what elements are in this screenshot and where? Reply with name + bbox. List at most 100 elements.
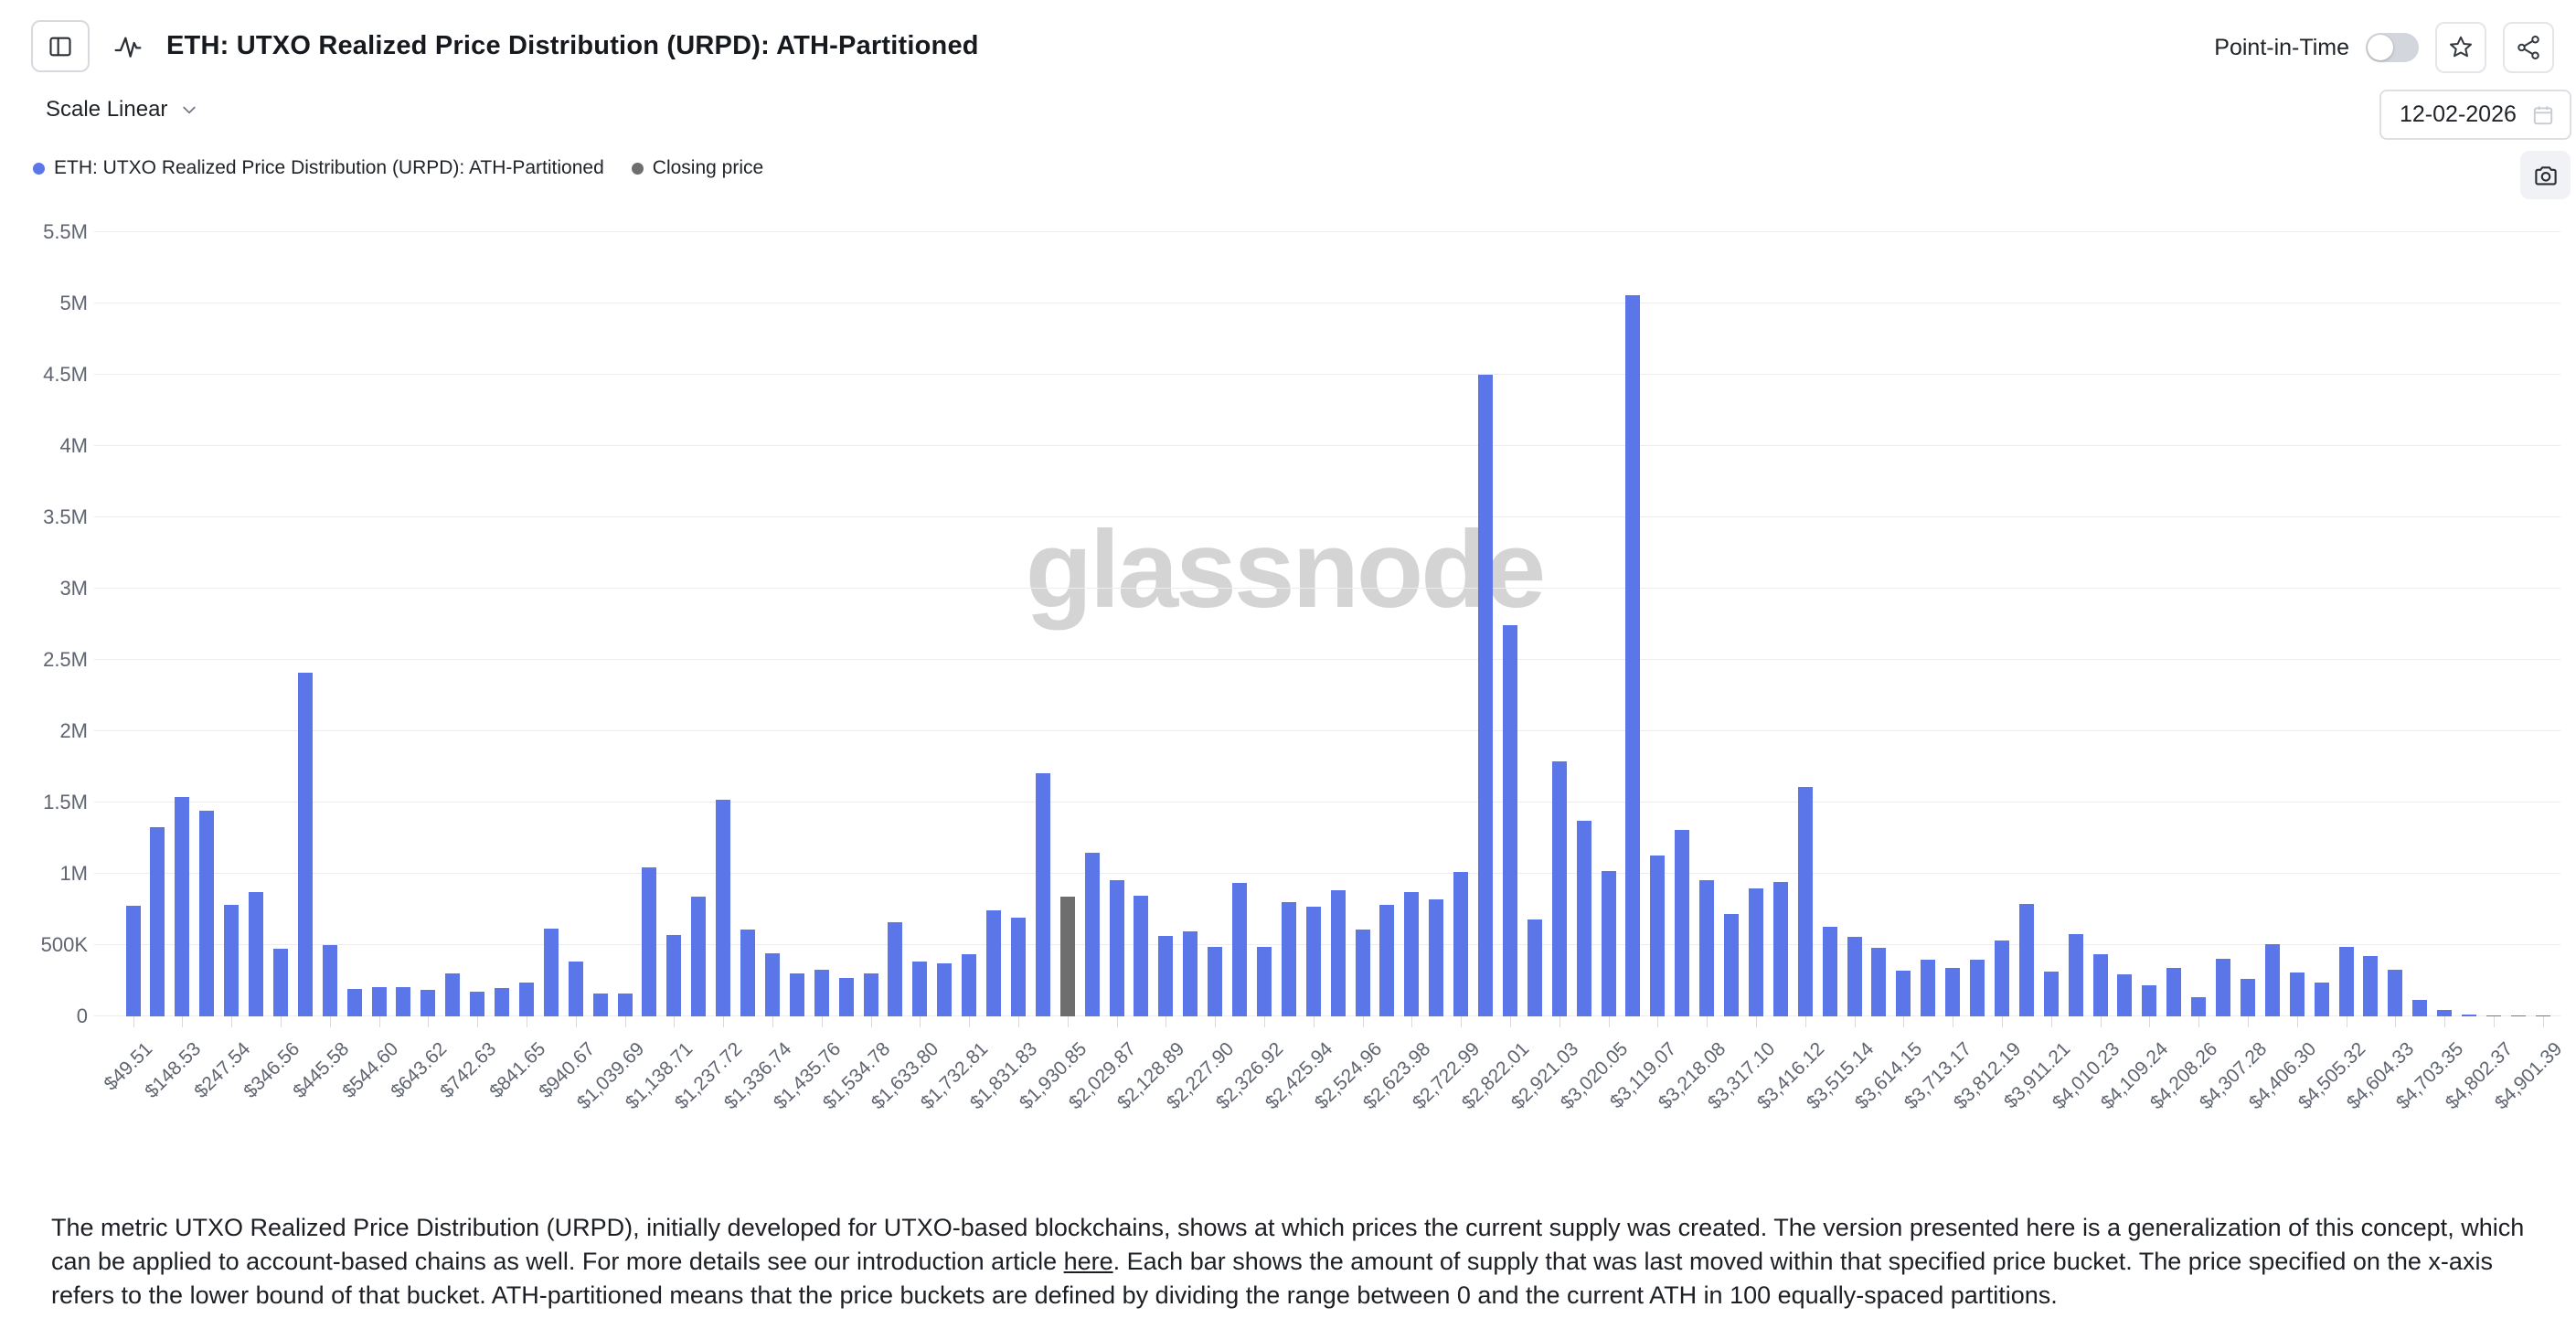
chevron-down-icon — [180, 101, 198, 119]
supply-bar — [1871, 948, 1887, 1016]
x-axis-tick — [772, 1016, 773, 1027]
y-axis-tick-label: 2.5M — [43, 648, 88, 671]
supply-bar — [445, 973, 461, 1016]
supply-bar — [1847, 937, 1862, 1016]
supply-bar — [2166, 968, 2182, 1016]
supply-bar — [2314, 983, 2329, 1016]
supply-bar — [1429, 899, 1444, 1016]
supply-bar — [1330, 890, 1346, 1016]
supply-bar — [1896, 971, 1911, 1016]
x-axis-tick — [1461, 1016, 1463, 1027]
y-axis-tick-label: 1.5M — [43, 791, 88, 813]
supply-bar — [1724, 914, 1739, 1016]
gridline — [94, 588, 2560, 589]
supply-bar — [2068, 934, 2083, 1016]
x-axis-tick — [1657, 1016, 1659, 1027]
sidebar-toggle-button[interactable] — [31, 20, 90, 72]
legend-dot-closing-price — [631, 162, 644, 175]
x-axis-tick — [477, 1016, 479, 1027]
supply-bar — [1355, 930, 1370, 1016]
supply-bar — [962, 954, 977, 1016]
supply-bar — [1625, 295, 1641, 1016]
supply-bar — [1822, 927, 1837, 1016]
supply-bar — [1478, 375, 1493, 1016]
point-in-time-toggle[interactable] — [2366, 33, 2419, 62]
gridline — [94, 944, 2560, 945]
share-button[interactable] — [2503, 22, 2554, 73]
y-axis-tick-label: 1M — [59, 862, 88, 885]
x-axis-tick — [969, 1016, 971, 1027]
x-axis-tick — [2001, 1016, 2003, 1027]
legend-item-closing-price[interactable]: Closing price — [631, 157, 763, 179]
y-axis-tick-label: 4.5M — [43, 363, 88, 386]
x-axis-tick — [280, 1016, 282, 1027]
gridline — [94, 730, 2560, 731]
x-axis-tick — [2100, 1016, 2102, 1027]
x-axis-tick — [1509, 1016, 1511, 1027]
x-axis-tick — [2296, 1016, 2298, 1027]
supply-bar — [2191, 997, 2207, 1016]
x-axis-tick — [1313, 1016, 1315, 1027]
x-axis-tick — [182, 1016, 184, 1027]
supply-bar — [2018, 904, 2034, 1016]
x-axis-tick — [920, 1016, 921, 1027]
point-in-time-label: Point-in-Time — [2214, 34, 2349, 60]
x-axis-tick — [1411, 1016, 1413, 1027]
x-axis-tick — [1263, 1016, 1265, 1027]
supply-bar — [2289, 973, 2305, 1016]
scale-dropdown[interactable]: Scale Linear — [46, 97, 198, 122]
supply-bar — [297, 673, 313, 1016]
introduction-article-link[interactable]: here — [1063, 1248, 1113, 1275]
supply-bar — [125, 906, 141, 1016]
supply-bar — [1748, 888, 1763, 1016]
description-text-1: The metric UTXO Realized Price Distribut… — [51, 1214, 2525, 1275]
supply-bar — [1527, 919, 1542, 1016]
x-axis-tick — [2050, 1016, 2052, 1027]
legend-label-urpd: ETH: UTXO Realized Price Distribution (U… — [54, 157, 604, 178]
x-axis-tick — [2198, 1016, 2200, 1027]
supply-bar — [272, 949, 288, 1016]
supply-bar — [2240, 979, 2255, 1016]
supply-bar — [1183, 931, 1198, 1016]
supply-bar — [2535, 1015, 2550, 1016]
supply-bar — [2462, 1015, 2476, 1016]
screenshot-button[interactable] — [2520, 151, 2571, 199]
supply-bar — [2216, 959, 2230, 1016]
x-axis-tick — [1707, 1016, 1708, 1027]
supply-bar — [518, 983, 534, 1016]
x-axis-tick — [231, 1016, 233, 1027]
supply-bar — [1576, 821, 1591, 1016]
supply-bar — [346, 989, 362, 1016]
sidebar-panel-icon — [48, 34, 73, 59]
supply-bar — [1699, 880, 1715, 1016]
supply-bar — [838, 978, 854, 1016]
supply-bar — [1551, 761, 1567, 1016]
date-input[interactable]: 12-02-2026 — [2379, 90, 2571, 140]
x-axis-tick — [575, 1016, 577, 1027]
supply-bar — [912, 962, 928, 1016]
metric-description: The metric UTXO Realized Price Distribut… — [51, 1211, 2530, 1313]
supply-bar — [1158, 936, 1174, 1016]
supply-bar — [420, 990, 436, 1016]
supply-bar — [642, 867, 657, 1016]
supply-bar — [1035, 773, 1050, 1016]
supply-bar — [888, 922, 903, 1016]
camera-icon — [2532, 162, 2560, 189]
y-axis-tick-label: 2M — [59, 719, 88, 742]
x-axis-tick — [624, 1016, 626, 1027]
favorite-button[interactable] — [2435, 22, 2486, 73]
supply-bar — [863, 973, 878, 1016]
gridline — [94, 1015, 2560, 1016]
gridline — [94, 873, 2560, 874]
supply-bar — [322, 945, 337, 1016]
legend-item-urpd[interactable]: ETH: UTXO Realized Price Distribution (U… — [33, 157, 604, 179]
supply-bar — [175, 797, 190, 1016]
chart-area: glassnode $49.51 $148.53 $247.54 $346.56 $44… — [0, 220, 2576, 1146]
x-axis-tick — [1854, 1016, 1856, 1027]
x-axis-tick — [821, 1016, 823, 1027]
y-axis-tick-label: 500K — [40, 933, 88, 956]
x-axis-tick — [1903, 1016, 1905, 1027]
supply-bar — [2338, 947, 2354, 1016]
toggle-knob — [2368, 35, 2393, 60]
supply-bar — [1084, 853, 1100, 1016]
